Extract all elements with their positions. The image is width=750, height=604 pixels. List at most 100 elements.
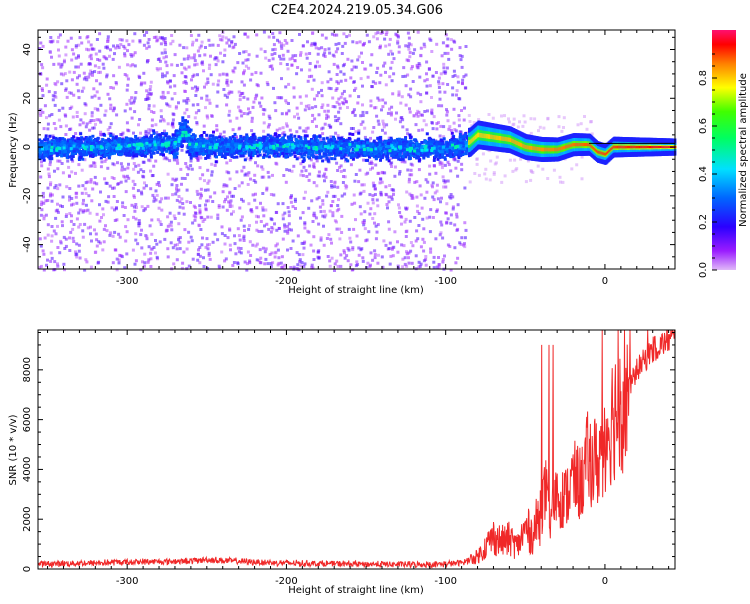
spectrogram-cell <box>376 96 380 100</box>
spectrogram-cell <box>168 85 172 89</box>
spectrogram-cell <box>72 52 76 56</box>
spectrogram-cell <box>184 90 187 93</box>
spectrogram-cell <box>437 256 440 259</box>
spectrogram-cell <box>330 256 334 260</box>
spectrogram-cell <box>199 156 203 160</box>
spectrogram-cell <box>428 84 432 88</box>
spectrogram-cell <box>106 46 110 50</box>
spectrogram-cell <box>146 204 150 208</box>
spectrogram-cell <box>240 181 244 185</box>
spectrogram-cell <box>322 243 326 247</box>
spectrogram-cell <box>299 101 303 105</box>
spectrogram-cell <box>202 69 205 73</box>
spectrogram-cell <box>409 249 413 253</box>
spectrogram-cell <box>503 114 506 118</box>
spectrogram-cell <box>116 161 119 165</box>
spectrogram-cell <box>74 132 78 135</box>
spectrogram-cell <box>529 178 533 182</box>
spectrogram-cell <box>305 148 309 152</box>
spectrogram-cell <box>254 161 257 165</box>
spectrogram-cell <box>299 173 303 177</box>
spectrogram-cell <box>473 172 477 175</box>
spectrogram-cell <box>441 82 445 86</box>
spectrogram-cell <box>158 184 161 188</box>
spectrogram-cell <box>70 197 74 200</box>
spectrogram-cell <box>228 205 232 208</box>
spectrogram-cell <box>363 67 367 71</box>
spectrogram-cell <box>296 112 299 116</box>
spectrogram-cell <box>182 81 186 85</box>
spectrogram-cell <box>286 49 290 53</box>
spectrogram-cell <box>129 101 133 105</box>
spectrogram-cell <box>77 249 81 253</box>
spectrogram-cell <box>342 139 346 143</box>
spectrogram-cell <box>255 33 259 37</box>
spectrogram-cell <box>246 35 250 39</box>
spectrogram-cell <box>246 112 250 116</box>
spectrogram-cell <box>185 108 189 112</box>
spectrogram-cell <box>432 260 436 264</box>
spectrogram-cell <box>138 136 142 140</box>
spectrogram-cell <box>417 212 421 215</box>
spectrogram-cell <box>125 252 129 256</box>
spectrogram-cell <box>449 268 453 272</box>
spectrogram-cell <box>388 107 391 111</box>
spectrogram-cell <box>78 152 82 155</box>
spectrogram-cell <box>393 174 397 178</box>
spectrogram-cell <box>195 189 199 193</box>
spectrogram-cell <box>430 112 434 116</box>
spectrogram-cell <box>53 91 57 95</box>
spectrogram-cell <box>298 258 302 262</box>
spectrogram-cell <box>57 48 60 52</box>
spectrogram-cell <box>362 221 366 225</box>
spectrogram-cell <box>145 46 149 50</box>
spectrogram-cell <box>126 49 129 53</box>
spectrogram-cell <box>298 126 302 130</box>
spectrogram-cell <box>371 198 375 202</box>
spectrogram-cell <box>164 196 168 200</box>
spectrogram-cell <box>371 85 374 89</box>
spectrogram-cell <box>333 181 337 185</box>
spectrogram-cell <box>44 213 48 217</box>
spectrogram-cell <box>371 217 375 220</box>
spectrogram-cell <box>369 136 372 140</box>
spectrogram-cell <box>84 75 88 79</box>
spectrogram-cell <box>442 66 446 70</box>
spectrogram-cell <box>431 181 435 185</box>
spectrogram-cell <box>45 77 49 81</box>
spectrogram-cell <box>253 97 257 101</box>
spectrogram-cell <box>40 164 44 168</box>
spectrogram-cell <box>175 258 179 262</box>
spectrogram-cell <box>317 196 321 200</box>
spectrogram-cell <box>374 32 378 36</box>
spectrogram-cell <box>444 179 448 183</box>
spectrogram-cell <box>365 111 369 115</box>
spectrogram-cell <box>165 102 169 106</box>
spectrogram-cell <box>417 260 421 264</box>
spectrogram-cell <box>401 75 405 78</box>
spectrogram-cell <box>494 161 498 165</box>
spectrogram-cell <box>441 260 445 264</box>
spectrogram-cell <box>207 38 211 42</box>
spectrogram-cell <box>202 138 206 142</box>
spectrogram-cell <box>318 143 322 147</box>
spectrogram-cell <box>281 126 285 130</box>
spectrogram-cell <box>419 193 423 197</box>
spectrogram-cell <box>317 113 321 117</box>
spectrogram-cell <box>211 240 215 244</box>
spectrogram-cell <box>157 181 161 184</box>
spectrogram-cell <box>242 236 246 240</box>
spectrogram-cell <box>241 61 245 65</box>
spectrogram-cell <box>414 239 418 243</box>
spectrogram-cell <box>170 228 174 232</box>
spectrogram-cell <box>138 118 142 121</box>
spectrogram-cell <box>276 263 280 267</box>
spectrogram-cell <box>336 47 340 51</box>
spectrogram-cell <box>47 90 51 94</box>
spectrogram-cell <box>405 190 409 194</box>
spectrogram-cell <box>142 43 146 47</box>
spectrogram-cell <box>115 113 119 117</box>
spectrogram-cell <box>172 262 176 266</box>
spectrogram-cell <box>448 125 452 129</box>
spectrogram-cell <box>446 51 450 55</box>
